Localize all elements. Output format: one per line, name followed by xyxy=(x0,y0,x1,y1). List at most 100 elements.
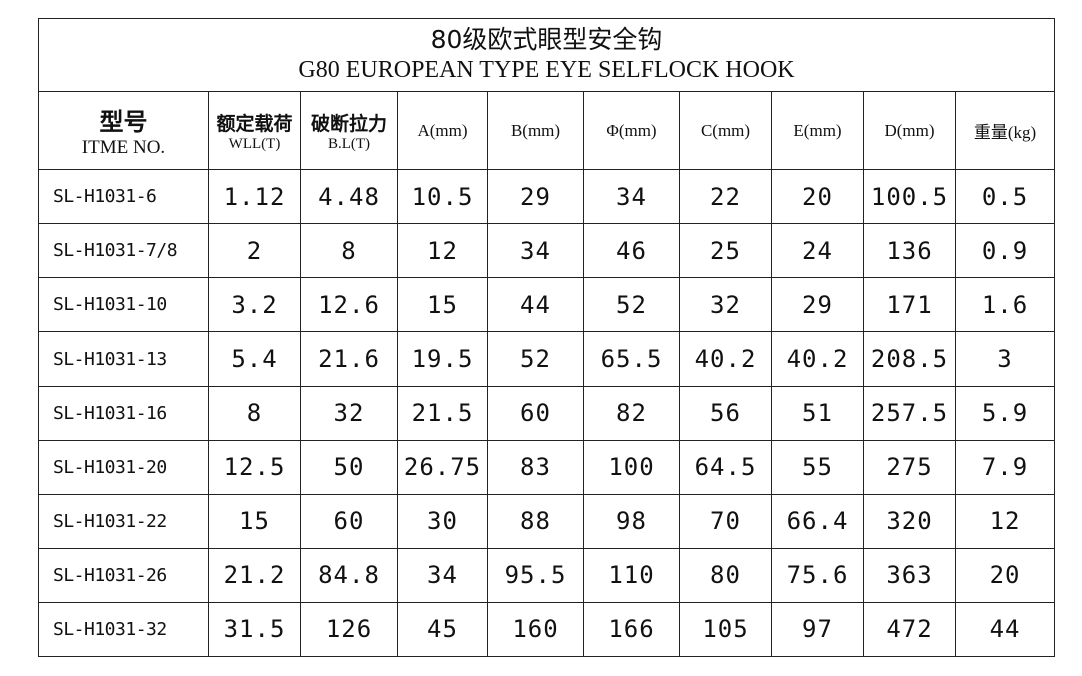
header-label-zh: 型号 xyxy=(99,108,148,137)
header-label: C(mm) xyxy=(700,120,751,140)
table-row: SL-H1031-6 1.12 4.48 10.5 29 34 22 20 100.5 0.5 xyxy=(38,169,1056,225)
table-row: SL-H1031-7/8 2 8 12 34 46 25 24 136 0.9 xyxy=(38,223,1056,279)
model-number-cell: SL-H1031-7/8 xyxy=(38,223,209,279)
value-cell: 34 xyxy=(583,169,680,225)
value-cell: 136 xyxy=(863,223,956,279)
value-cell: 75.6 xyxy=(771,547,864,603)
value-cell: 60 xyxy=(487,385,584,441)
value-cell: 166 xyxy=(583,601,680,658)
value-cell: 22 xyxy=(679,169,772,225)
value-cell: 84.8 xyxy=(300,547,398,603)
value-cell: 50 xyxy=(300,439,398,495)
value-cell: 70 xyxy=(679,493,772,549)
value-cell: 32 xyxy=(300,385,398,441)
value-cell: 0.5 xyxy=(954,169,1056,225)
table-row: SL-H1031-32 31.5 126 45 160 166 105 97 472 44 xyxy=(38,601,1056,658)
value-cell: 46 xyxy=(583,223,680,279)
table-row: SL-H1031-20 12.5 50 26.75 83 100 64.5 55 275 7.9 xyxy=(38,439,1056,495)
header-label-zh: 额定载荷 xyxy=(216,112,293,135)
value-cell: 8 xyxy=(208,385,301,441)
value-cell: 44 xyxy=(954,601,1056,658)
value-cell: 3.2 xyxy=(208,277,301,333)
model-number-cell: SL-H1031-32 xyxy=(38,601,209,658)
value-cell: 34 xyxy=(397,547,488,603)
header-label-zh: 破断拉力 xyxy=(310,112,387,135)
value-cell: 20 xyxy=(954,547,1056,603)
header-label: D(mm) xyxy=(884,120,935,140)
value-cell: 83 xyxy=(487,439,584,495)
value-cell: 100.5 xyxy=(863,169,956,225)
header-label: B(mm) xyxy=(510,120,561,140)
header-label-en: B.L(T) xyxy=(327,135,371,152)
spec-table: 80级欧式眼型安全钩 G80 EUROPEAN TYPE EYE SELFLOC… xyxy=(37,17,1056,658)
header-label: E(mm) xyxy=(793,120,842,140)
value-cell: 56 xyxy=(679,385,772,441)
value-cell: 32 xyxy=(679,277,772,333)
value-cell: 64.5 xyxy=(679,439,772,495)
value-cell: 19.5 xyxy=(397,331,488,387)
value-cell: 60 xyxy=(300,493,398,549)
value-cell: 15 xyxy=(208,493,301,549)
value-cell: 12 xyxy=(397,223,488,279)
value-cell: 5.4 xyxy=(208,331,301,387)
value-cell: 44 xyxy=(487,277,584,333)
model-number-cell: SL-H1031-22 xyxy=(38,493,209,549)
value-cell: 29 xyxy=(771,277,864,333)
model-number-cell: SL-H1031-13 xyxy=(38,331,209,387)
value-cell: 257.5 xyxy=(863,385,956,441)
value-cell: 208.5 xyxy=(863,331,956,387)
model-number-cell: SL-H1031-20 xyxy=(38,439,209,495)
value-cell: 126 xyxy=(300,601,398,658)
value-cell: 40.2 xyxy=(771,331,864,387)
value-cell: 12 xyxy=(954,493,1056,549)
value-cell: 5.9 xyxy=(954,385,1056,441)
column-header: 额定载荷 WLL(T) xyxy=(208,91,301,171)
value-cell: 30 xyxy=(397,493,488,549)
value-cell: 95.5 xyxy=(487,547,584,603)
value-cell: 26.75 xyxy=(397,439,488,495)
value-cell: 2 xyxy=(208,223,301,279)
column-header: E(mm) xyxy=(771,91,864,171)
table-row: SL-H1031-10 3.2 12.6 15 44 52 32 29 171 1.6 xyxy=(38,277,1056,333)
value-cell: 0.9 xyxy=(954,223,1056,279)
value-cell: 1.12 xyxy=(208,169,301,225)
value-cell: 7.9 xyxy=(954,439,1056,495)
header-label: 重量(kg) xyxy=(973,123,1037,143)
column-header: B(mm) xyxy=(487,91,584,171)
table-row: SL-H1031-13 5.4 21.6 19.5 52 65.5 40.2 40.2 208.… xyxy=(38,331,1056,387)
value-cell: 363 xyxy=(863,547,956,603)
value-cell: 24 xyxy=(771,223,864,279)
value-cell: 40.2 xyxy=(679,331,772,387)
header-label-en: WLL(T) xyxy=(228,135,281,152)
header-label-en: ITME NO. xyxy=(81,137,166,159)
value-cell: 472 xyxy=(863,601,956,658)
value-cell: 320 xyxy=(863,493,956,549)
title-english: G80 EUROPEAN TYPE EYE SELFLOCK HOOK xyxy=(298,57,795,84)
value-cell: 110 xyxy=(583,547,680,603)
value-cell: 10.5 xyxy=(397,169,488,225)
value-cell: 160 xyxy=(487,601,584,658)
model-number-cell: SL-H1031-6 xyxy=(38,169,209,225)
model-number-cell: SL-H1031-26 xyxy=(38,547,209,603)
value-cell: 55 xyxy=(771,439,864,495)
value-cell: 25 xyxy=(679,223,772,279)
value-cell: 80 xyxy=(679,547,772,603)
value-cell: 29 xyxy=(487,169,584,225)
value-cell: 21.2 xyxy=(208,547,301,603)
value-cell: 4.48 xyxy=(300,169,398,225)
column-header: 破断拉力 B.L(T) xyxy=(300,91,398,171)
value-cell: 66.4 xyxy=(771,493,864,549)
table-row: SL-H1031-22 15 60 30 88 98 70 66.4 320 12 xyxy=(38,493,1056,549)
column-header: D(mm) xyxy=(863,91,956,171)
value-cell: 65.5 xyxy=(583,331,680,387)
value-cell: 51 xyxy=(771,385,864,441)
column-header: Φ(mm) xyxy=(583,91,680,171)
value-cell: 3 xyxy=(954,331,1056,387)
value-cell: 82 xyxy=(583,385,680,441)
value-cell: 1.6 xyxy=(954,277,1056,333)
column-header: C(mm) xyxy=(679,91,772,171)
value-cell: 12.6 xyxy=(300,277,398,333)
header-label: Φ(mm) xyxy=(606,120,657,140)
table-row: SL-H1031-26 21.2 84.8 34 95.5 110 80 75.6 363 20 xyxy=(38,547,1056,603)
table-title: 80级欧式眼型安全钩 G80 EUROPEAN TYPE EYE SELFLOC… xyxy=(37,17,1056,93)
